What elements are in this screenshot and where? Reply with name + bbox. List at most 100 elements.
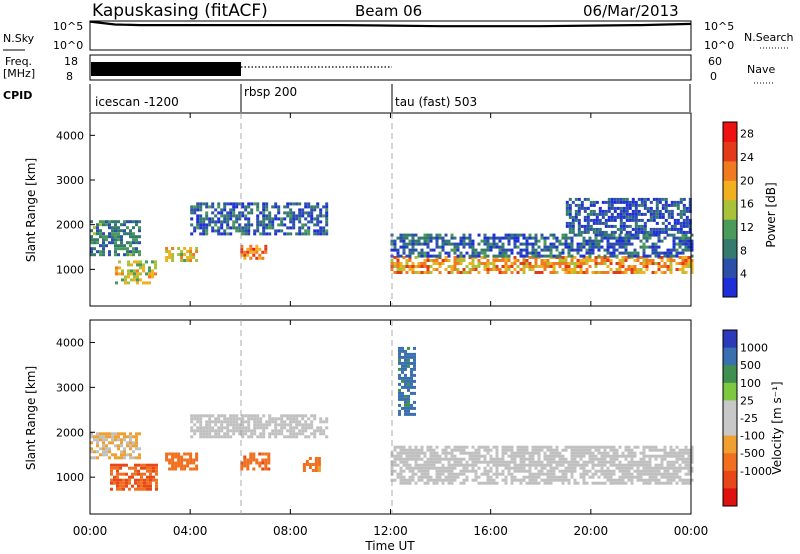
power-cell	[138, 253, 141, 257]
power-cell	[586, 206, 590, 210]
velocity-cell	[120, 453, 123, 457]
power-cell	[148, 275, 151, 279]
power-cell	[132, 247, 135, 251]
velocity-cell	[244, 414, 248, 418]
power-cell	[226, 214, 230, 218]
power-cell	[492, 268, 496, 271]
velocity-cell	[252, 452, 256, 456]
power-cell	[186, 259, 190, 262]
power-cell	[99, 223, 102, 227]
power-cell	[280, 220, 284, 224]
velocity-cell	[171, 467, 175, 471]
power-cell	[534, 262, 538, 265]
velocity-cell	[534, 445, 538, 449]
velocity-cell	[223, 432, 227, 436]
velocity-cell	[444, 478, 448, 482]
velocity-cell	[408, 448, 412, 452]
power-cell	[619, 224, 623, 228]
power-cell	[453, 251, 457, 255]
power-cell	[441, 262, 445, 265]
power-cell	[393, 239, 397, 243]
power-cell	[627, 251, 631, 255]
power-cell	[313, 232, 317, 236]
power-cell	[615, 236, 619, 240]
power-cell	[688, 227, 692, 231]
velocity-cell	[639, 457, 643, 461]
power-cell	[637, 197, 641, 201]
power-cell	[672, 248, 676, 252]
velocity-cell	[128, 487, 131, 491]
power-cell	[136, 263, 139, 267]
power-cell	[322, 226, 326, 230]
velocity-cell	[423, 451, 427, 455]
power-cell	[304, 211, 308, 215]
velocity-cell	[413, 361, 416, 365]
velocity-cell	[624, 472, 628, 476]
power-cell	[664, 200, 668, 204]
velocity-cell	[420, 463, 424, 467]
velocity-cell	[143, 478, 146, 482]
power-cell	[126, 226, 129, 230]
velocity-cell	[423, 463, 427, 467]
power-cell	[426, 245, 430, 249]
power-cell	[660, 239, 664, 243]
power-cell	[658, 215, 662, 219]
velocity-cell	[410, 355, 413, 359]
power-cell	[114, 241, 117, 245]
power-cell	[589, 200, 593, 204]
power-cell	[477, 242, 481, 246]
power-cell	[568, 224, 572, 228]
velocity-cell	[149, 466, 152, 470]
power-cell	[504, 268, 508, 271]
power-cell	[402, 268, 406, 271]
velocity-cell	[211, 429, 215, 433]
power-cell	[447, 265, 451, 268]
power-cell	[165, 247, 169, 250]
velocity-cell	[636, 463, 640, 467]
velocity-cell	[615, 448, 619, 452]
power-cell	[555, 248, 559, 252]
power-cell	[429, 236, 433, 240]
velocity-cell	[93, 450, 96, 454]
power-cell	[480, 239, 484, 243]
power-cell	[657, 239, 661, 243]
power-cell	[123, 244, 126, 248]
power-cell	[519, 251, 523, 255]
velocity-cell	[128, 475, 131, 479]
velocity-cell	[453, 478, 457, 482]
velocity-cell	[311, 463, 315, 466]
velocity-cell	[413, 364, 416, 368]
power-cell	[298, 202, 302, 206]
power-cell	[265, 223, 269, 227]
velocity-cell	[639, 463, 643, 467]
power-cell	[574, 209, 578, 213]
power-cell	[405, 242, 409, 246]
velocity-cell	[223, 435, 227, 439]
power-cell	[447, 259, 451, 262]
velocity-cell	[471, 478, 475, 482]
velocity-cell	[235, 420, 239, 424]
power-cell	[214, 229, 218, 233]
power-cell	[154, 260, 157, 264]
power-cell	[609, 262, 613, 265]
velocity-cell	[398, 403, 401, 407]
velocity-cell	[489, 457, 493, 461]
power-cell	[102, 250, 105, 254]
velocity-cell	[543, 445, 547, 449]
power-cell	[205, 229, 209, 233]
velocity-cell	[202, 414, 206, 418]
power-cell	[660, 265, 664, 268]
velocity-cell	[423, 466, 427, 470]
power-cell	[633, 265, 637, 268]
power-cell	[534, 248, 538, 252]
power-cell	[549, 262, 553, 265]
velocity-cell	[537, 445, 541, 449]
power-cell	[634, 203, 638, 207]
power-cell	[252, 250, 256, 254]
power-cell	[265, 208, 269, 212]
velocity-cell	[129, 438, 132, 442]
power-cell	[456, 262, 460, 265]
power-cell	[459, 259, 463, 262]
power-cell	[649, 218, 653, 222]
